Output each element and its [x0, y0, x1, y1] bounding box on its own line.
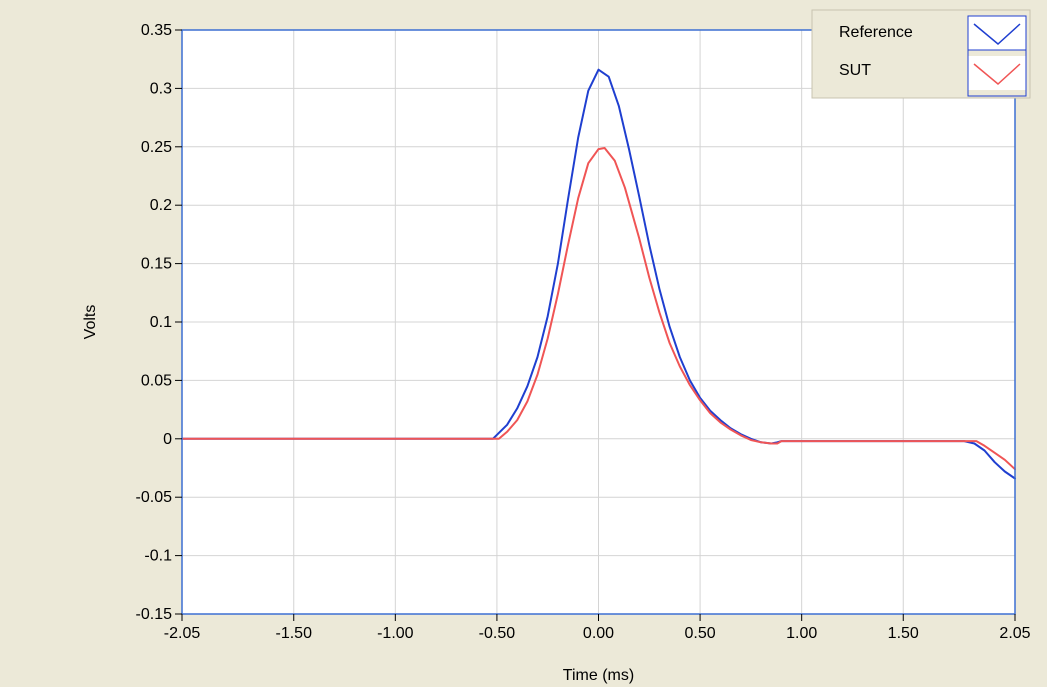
y-tick-label: -0.1: [144, 548, 172, 565]
y-tick-label: 0.3: [150, 80, 172, 97]
legend[interactable]: Reference SUT: [811, 9, 1031, 99]
legend-swatch-line: [973, 63, 1021, 85]
y-tick-label: -0.15: [136, 606, 173, 623]
x-tick-label: 0.00: [583, 625, 614, 642]
legend-swatch-reference[interactable]: [967, 15, 1027, 51]
legend-label-reference: Reference: [839, 24, 913, 41]
y-tick-label: 0.1: [150, 314, 172, 331]
axis-ticks: -0.15 -0.1 -0.05 0 0.05 0.1 0.15 0.2 0.25 0.3 0.35…: [136, 22, 1031, 642]
x-tick-label: -1.50: [276, 625, 313, 642]
x-tick-label: -1.00: [377, 625, 414, 642]
x-tick-label: 0.50: [685, 625, 716, 642]
y-tick-label: 0.25: [141, 139, 172, 156]
y-axis-title: Volts: [82, 305, 99, 340]
y-tick-label: -0.05: [136, 489, 173, 506]
y-tick-label: 0.2: [150, 197, 172, 214]
x-tick-label: -2.05: [164, 625, 201, 642]
y-tick-label: 0: [163, 431, 172, 448]
x-tick-label: 1.00: [786, 625, 817, 642]
y-tick-label: 0.05: [141, 372, 172, 389]
series-line-sut: [181, 147, 1016, 471]
x-tick-label: -0.50: [479, 625, 516, 642]
series-layer: [181, 68, 1016, 480]
y-tick-label: 0.15: [141, 256, 172, 273]
x-tick-label: 2.05: [999, 625, 1030, 642]
legend-swatch-frame: [967, 15, 1027, 97]
x-tick-label: 1.50: [888, 625, 919, 642]
legend-label-sut: SUT: [839, 62, 871, 79]
legend-swatch-line: [973, 23, 1021, 45]
grid: [181, 29, 1016, 615]
legend-items: Reference SUT: [839, 15, 1027, 97]
legend-swatch-sut[interactable]: [968, 56, 1026, 90]
y-tick-label: 0.35: [141, 22, 172, 39]
x-axis-title: Time (ms): [563, 667, 634, 684]
